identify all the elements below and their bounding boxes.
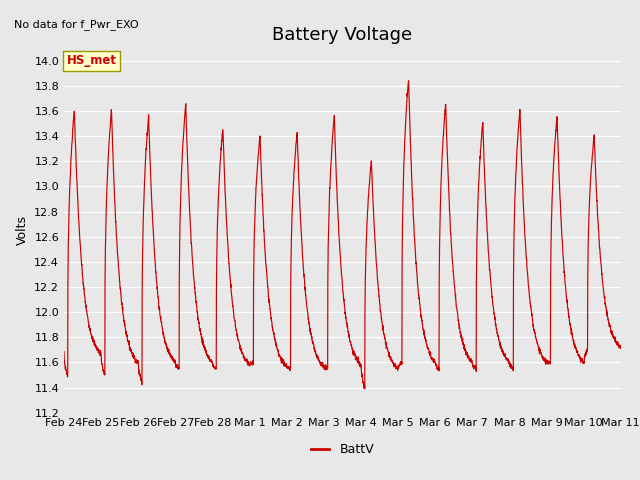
Text: HS_met: HS_met xyxy=(67,54,116,67)
Y-axis label: Volts: Volts xyxy=(16,216,29,245)
Legend: BattV: BattV xyxy=(306,438,379,461)
Title: Battery Voltage: Battery Voltage xyxy=(273,25,412,44)
Text: No data for f_Pwr_EXO: No data for f_Pwr_EXO xyxy=(14,19,138,30)
